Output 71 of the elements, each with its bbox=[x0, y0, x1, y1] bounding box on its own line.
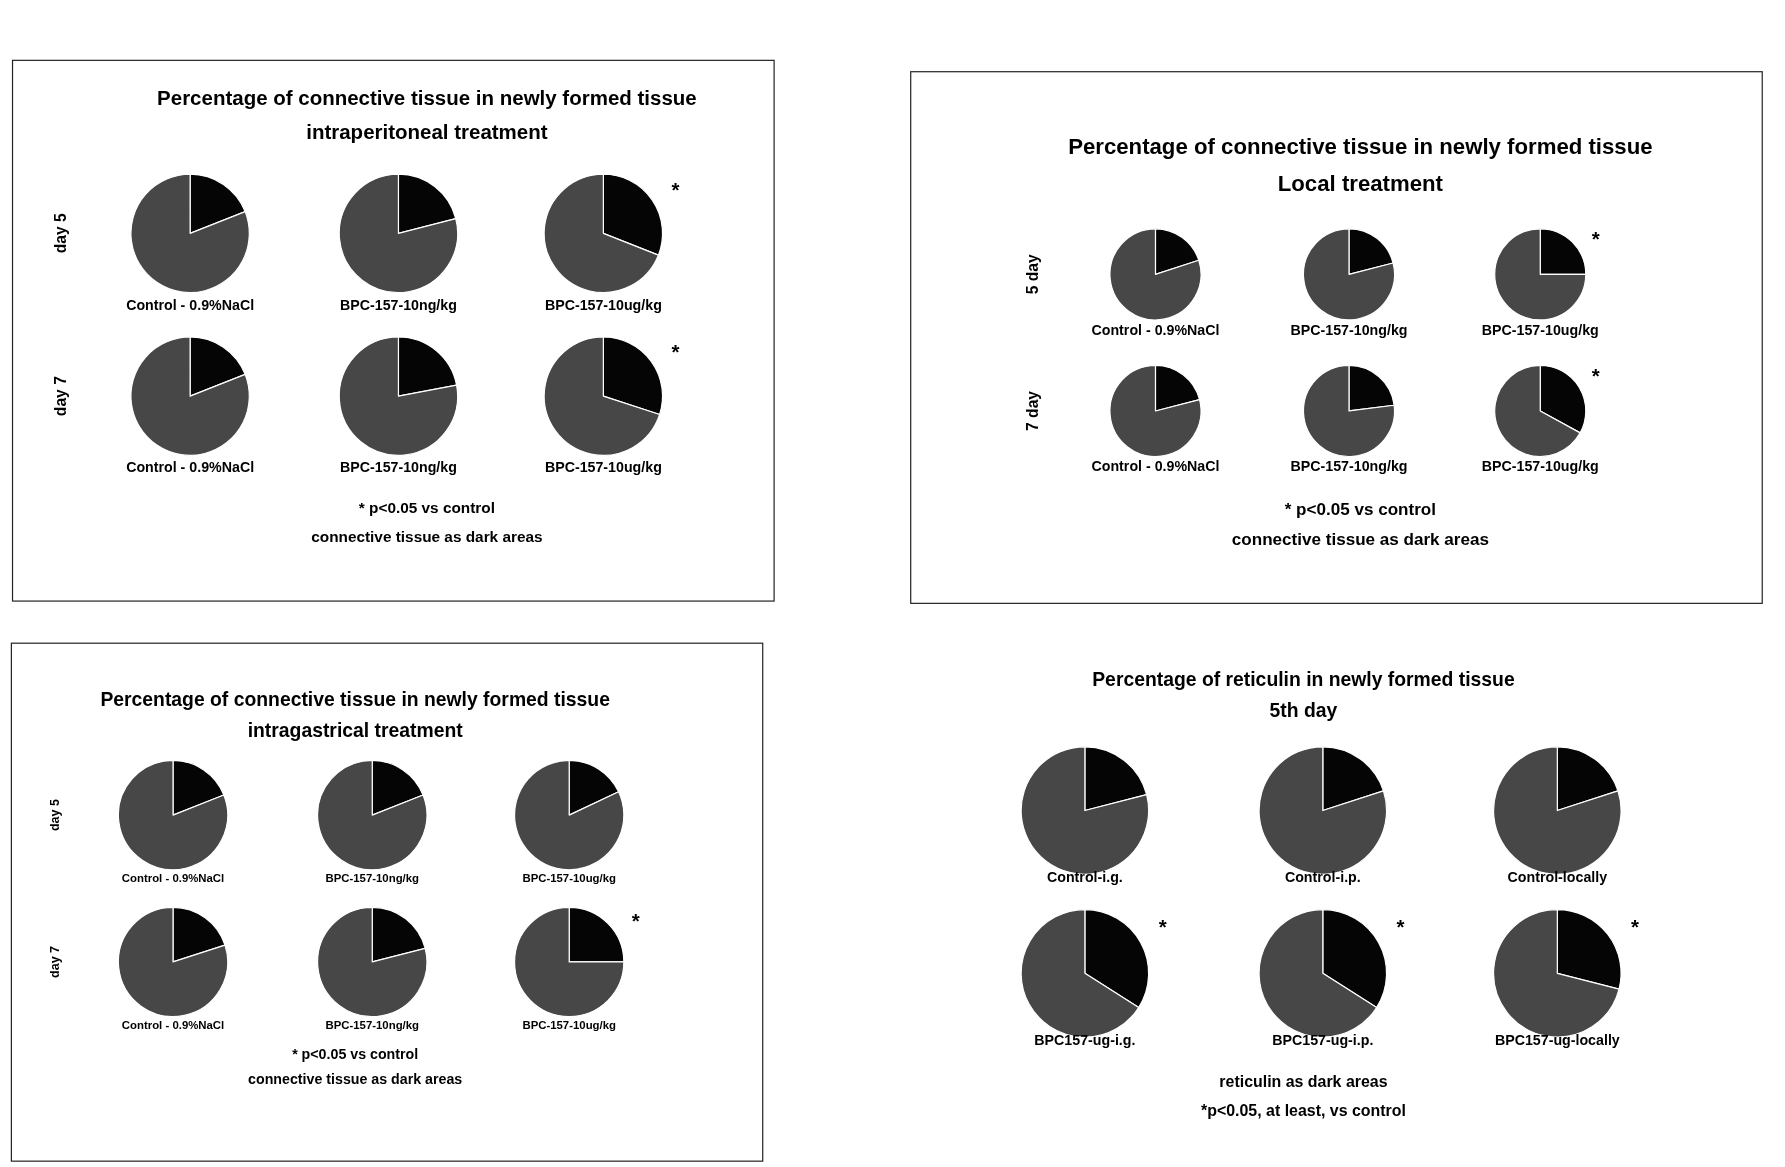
text: BPC-157-10ng/kg bbox=[325, 872, 420, 885]
text: * bbox=[1396, 914, 1405, 938]
pie-slice bbox=[1302, 228, 1396, 321]
text: BPC-157-10ug/kg bbox=[1481, 458, 1599, 475]
text: BPC-157-10ng/kg bbox=[325, 1019, 420, 1032]
text: BPC-157-10ug/kg bbox=[522, 872, 617, 885]
text: Percentage of connective tissue in newly formed tissue bbox=[1068, 133, 1653, 159]
pie-slice bbox=[1302, 364, 1396, 458]
text: reticulin as dark areas bbox=[1219, 1073, 1388, 1091]
text: BPC-157-10ng/kg bbox=[339, 459, 457, 476]
pie-slice bbox=[1494, 228, 1587, 321]
text: * bbox=[1591, 363, 1600, 387]
text: day 7 bbox=[48, 945, 63, 978]
text: day 5 bbox=[48, 799, 63, 832]
text: * bbox=[1631, 914, 1640, 938]
text: BPC-157-10ug/kg bbox=[544, 296, 662, 313]
text: day 5 bbox=[52, 213, 70, 254]
text: 5 day bbox=[1024, 254, 1042, 295]
pie-slice bbox=[130, 336, 250, 456]
text: intragastrical treatment bbox=[247, 718, 464, 741]
text: Percentage of reticulin in newly formed tissue bbox=[1092, 668, 1515, 691]
text: Control-i.p. bbox=[1284, 869, 1361, 886]
text: 7 day bbox=[1024, 390, 1042, 431]
text: Control - 0.9%NaCl bbox=[1091, 458, 1220, 475]
text: Percentage of connective tissue in newly formed tissue bbox=[157, 85, 697, 109]
pie-slice bbox=[338, 173, 459, 294]
pie-slice bbox=[514, 906, 625, 1018]
text: Control - 0.9%NaCl bbox=[126, 296, 255, 313]
pie-slice bbox=[317, 759, 428, 871]
text: connective tissue as dark areas bbox=[1231, 530, 1489, 550]
text: day 7 bbox=[52, 375, 70, 417]
text: * p<0.05 vs control bbox=[292, 1045, 419, 1062]
pie-slice bbox=[513, 759, 625, 871]
pie-slice bbox=[117, 759, 229, 871]
text: connective tissue as dark areas bbox=[248, 1070, 463, 1087]
text: BPC-157-10ug/kg bbox=[522, 1019, 617, 1032]
pie-slice bbox=[543, 173, 659, 294]
text: * bbox=[671, 340, 680, 364]
text: *p<0.05, at least, vs control bbox=[1201, 1101, 1406, 1119]
text: Control-i.g. bbox=[1046, 869, 1123, 886]
pie-slice bbox=[1109, 364, 1202, 458]
text: BPC157-ug-locally bbox=[1494, 1032, 1620, 1049]
text: * bbox=[671, 177, 680, 201]
text: connective tissue as dark areas bbox=[311, 527, 543, 545]
text: BPC-157-10ug/kg bbox=[1481, 321, 1599, 338]
pie-slice bbox=[543, 336, 661, 456]
text: BPC-157-10ug/kg bbox=[544, 459, 662, 476]
pie-slice bbox=[317, 906, 428, 1018]
text: BPC-157-10ng/kg bbox=[339, 296, 457, 313]
text: * p<0.05 vs control bbox=[1284, 499, 1437, 519]
text: * bbox=[1591, 227, 1600, 251]
text: * p<0.05 vs control bbox=[358, 499, 495, 517]
text: Percentage of connective tissue in newly formed tissue bbox=[100, 687, 611, 710]
text: BPC-157-10ng/kg bbox=[1290, 321, 1408, 338]
text: Control-locally bbox=[1507, 869, 1608, 886]
text: BPC157-ug-i.g. bbox=[1034, 1032, 1136, 1049]
text: * bbox=[1158, 914, 1167, 938]
text: 5th day bbox=[1269, 699, 1338, 722]
text: intraperitoneal treatment bbox=[306, 119, 548, 143]
text: * bbox=[631, 909, 640, 933]
text: BPC157-ug-i.p. bbox=[1272, 1032, 1374, 1049]
text: Control - 0.9%NaCl bbox=[121, 1019, 225, 1032]
text: Control - 0.9%NaCl bbox=[121, 872, 225, 885]
text: Local treatment bbox=[1277, 171, 1444, 197]
text: BPC-157-10ng/kg bbox=[1290, 458, 1408, 475]
pie-slice bbox=[1109, 228, 1202, 321]
pie-slice bbox=[130, 173, 250, 294]
pie-slice bbox=[117, 906, 229, 1018]
text: Control - 0.9%NaCl bbox=[1091, 321, 1220, 338]
pie-slice bbox=[338, 336, 459, 456]
text: Control - 0.9%NaCl bbox=[126, 459, 255, 476]
